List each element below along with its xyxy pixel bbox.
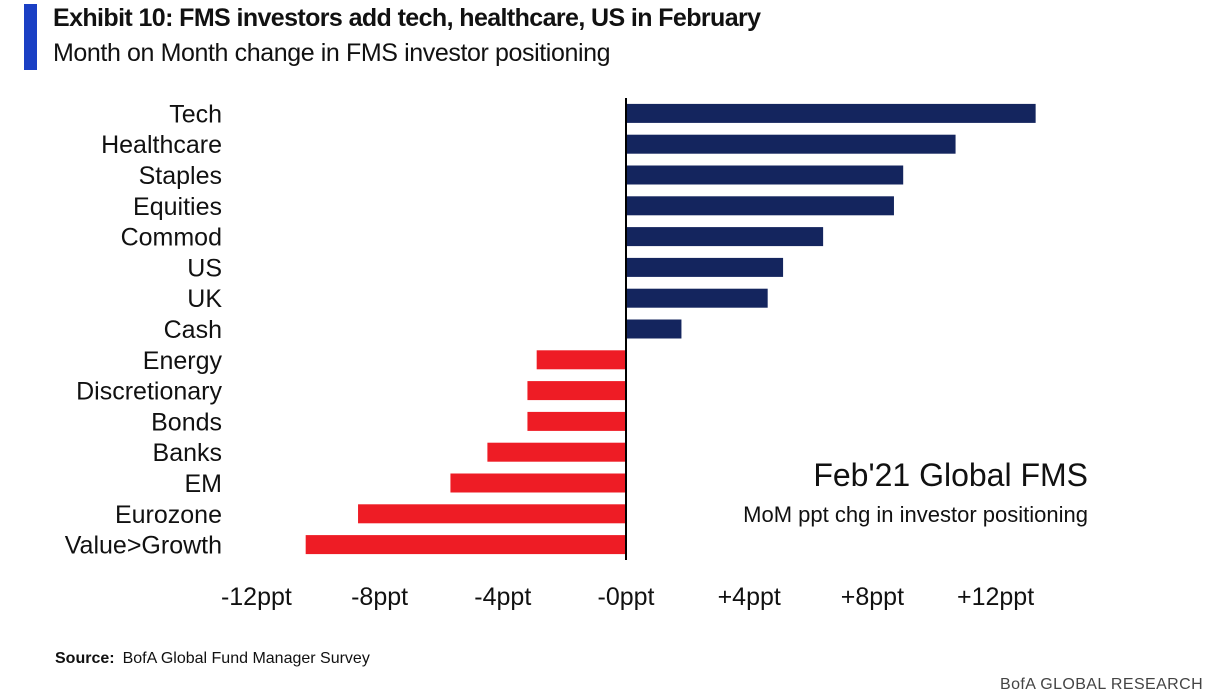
x-tick-label: -0ppt [598, 583, 655, 611]
bar-value-growth [305, 535, 626, 555]
category-label: Bonds [151, 408, 222, 436]
x-tick-label: -8ppt [351, 583, 408, 611]
bar-em [450, 473, 626, 493]
brand-label: BofA GLOBAL RESEARCH [1000, 676, 1204, 693]
title-accent-bar [24, 4, 37, 70]
annotation-subtitle: MoM ppt chg in investor positioning [743, 502, 1088, 527]
category-label: Staples [139, 162, 222, 190]
category-label: UK [187, 285, 222, 313]
bar-tech [626, 103, 1036, 123]
bar-banks [487, 442, 626, 462]
x-tick-label: -4ppt [474, 583, 531, 611]
source-text: BofA Global Fund Manager Survey [122, 650, 370, 667]
chart-subtitle: Month on Month change in FMS investor po… [53, 39, 611, 67]
category-label: Commod [121, 224, 222, 252]
source-label: Source: [55, 650, 115, 667]
bar-uk [626, 288, 768, 308]
bar-equities [626, 196, 894, 216]
x-tick-label: +8ppt [841, 583, 904, 611]
annotation-title: Feb'21 Global FMS [813, 457, 1088, 493]
x-tick-label: +12ppt [957, 583, 1034, 611]
category-label: Value>Growth [65, 532, 222, 560]
category-label: Discretionary [76, 378, 222, 406]
category-label: Equities [133, 193, 222, 221]
bar-us [626, 257, 784, 277]
bar-discretionary [527, 381, 626, 401]
bar-bonds [527, 411, 626, 431]
category-label: US [187, 254, 222, 282]
source-note: Source: BofA Global Fund Manager Survey [55, 650, 370, 668]
category-label: Cash [164, 316, 222, 344]
x-tick-label: +4ppt [718, 583, 781, 611]
category-label: Tech [169, 100, 222, 128]
category-label: Eurozone [115, 501, 222, 529]
bar-cash [626, 319, 682, 339]
bar-eurozone [358, 504, 626, 524]
bar-commod [626, 227, 824, 247]
x-tick-label: -12ppt [221, 583, 292, 611]
chart-title: Exhibit 10: FMS investors add tech, heal… [53, 4, 761, 32]
bar-energy [536, 350, 626, 370]
category-label: Banks [153, 439, 222, 467]
category-label: EM [185, 470, 223, 498]
bar-staples [626, 165, 904, 185]
bar-healthcare [626, 134, 956, 154]
category-label: Energy [143, 347, 223, 375]
category-label: Healthcare [101, 131, 222, 159]
